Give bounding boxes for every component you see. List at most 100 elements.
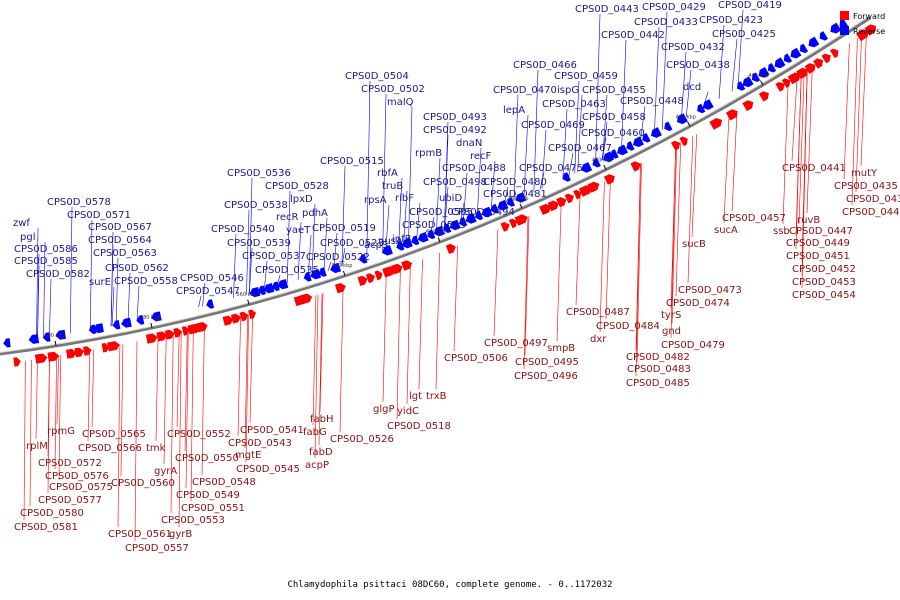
- gene-label[interactable]: recR: [276, 212, 299, 223]
- gene-label[interactable]: CPS0D_0585: [14, 256, 78, 267]
- gene-label[interactable]: CPS0D_0448: [620, 96, 684, 107]
- gene-label[interactable]: CPS0D_0432: [661, 42, 725, 53]
- gene-label[interactable]: CPS0D_0495: [515, 357, 579, 368]
- gene-label[interactable]: dcd: [683, 82, 701, 93]
- gene-label[interactable]: CPS0D_0541: [240, 425, 304, 436]
- gene-label[interactable]: CPS0D_0441: [782, 163, 846, 174]
- gene-label[interactable]: CPS0D_0518: [387, 421, 451, 432]
- gene-label[interactable]: yaeT: [286, 225, 311, 236]
- gene-label[interactable]: CPS0D_0419: [718, 0, 782, 11]
- gene-label[interactable]: CPS0D_0571: [67, 210, 131, 221]
- gene-label[interactable]: CPS0D_0435: [834, 181, 898, 192]
- gene-label[interactable]: CPS0D_0572: [38, 458, 102, 469]
- gene-label[interactable]: CPS0D_0440: [842, 207, 900, 218]
- gene-label[interactable]: CPS0D_0548: [192, 477, 256, 488]
- gene-label[interactable]: CPS0D_0460: [581, 128, 645, 139]
- gene-label[interactable]: rbfA: [377, 168, 398, 179]
- gene-label[interactable]: glgP: [373, 404, 395, 415]
- gene-label[interactable]: CPS0D_0451: [786, 251, 850, 262]
- gene-label[interactable]: CPS0D_0523: [320, 238, 384, 249]
- gene-label[interactable]: sucA: [714, 225, 738, 236]
- gene-label[interactable]: rplM: [26, 441, 48, 452]
- gene-label[interactable]: gyrA: [154, 466, 177, 477]
- gene-label[interactable]: CPS0D_0576: [45, 471, 109, 482]
- gene-label[interactable]: fabD: [309, 447, 333, 458]
- gene-label[interactable]: CPS0D_0469: [521, 120, 585, 131]
- gene-label[interactable]: dxr: [590, 334, 607, 345]
- gene-label[interactable]: rpmB: [415, 148, 442, 159]
- gene-label[interactable]: CPS0D_0463: [542, 99, 606, 110]
- gene-label[interactable]: CPS0D_0425: [712, 29, 776, 40]
- gene-label[interactable]: CPS0D_0505: [409, 207, 473, 218]
- gene-label[interactable]: CPS0D_0502: [361, 84, 425, 95]
- gene-label[interactable]: CPS0D_0567: [88, 222, 152, 233]
- gene-label[interactable]: CPS0D_0433: [634, 17, 698, 28]
- gene-label[interactable]: rpsA: [364, 195, 387, 206]
- gene-label[interactable]: CPS0D_0575: [49, 482, 113, 493]
- gene-label[interactable]: smpB: [547, 343, 575, 354]
- gene-label[interactable]: CPS0D_0496: [514, 371, 578, 382]
- gene-label[interactable]: CPS0D_0547: [176, 286, 240, 297]
- gene-label[interactable]: tmk: [146, 443, 166, 454]
- gene-label[interactable]: CPS0D_0488: [442, 163, 506, 174]
- gene-label[interactable]: CPS0D_0565: [82, 429, 146, 440]
- gene-label[interactable]: CPS0D_0459: [554, 71, 618, 82]
- gene-label[interactable]: trxB: [426, 391, 447, 402]
- gene-label[interactable]: CPS0D_0503: [402, 220, 466, 231]
- gene-label[interactable]: CPS0D_0442: [601, 30, 665, 41]
- gene-label[interactable]: lgt: [409, 391, 422, 402]
- gene-label[interactable]: CPS0D_0566: [78, 443, 142, 454]
- gene-label[interactable]: CPS0D_0537: [242, 251, 306, 262]
- gene-label[interactable]: CPS0D_0582: [26, 269, 90, 280]
- gene-label[interactable]: CPS0D_0545: [236, 464, 300, 475]
- gene-label[interactable]: ruvB: [797, 215, 820, 226]
- gene-label[interactable]: CPS0D_0457: [722, 213, 786, 224]
- gene-label[interactable]: CPS0D_0519: [312, 223, 376, 234]
- gene-label[interactable]: CPS0D_0578: [47, 197, 111, 208]
- gene-label[interactable]: CPS0D_0560: [111, 478, 175, 489]
- gene-label[interactable]: CPS0D_0487: [566, 307, 630, 318]
- gene-label[interactable]: CPS0D_0458: [582, 112, 646, 123]
- gene-label[interactable]: acpP: [305, 460, 329, 471]
- gene-label[interactable]: CPS0D_0536: [227, 168, 291, 179]
- gene-label[interactable]: ribF: [395, 193, 414, 204]
- gene-label[interactable]: CPS0D_0481: [483, 189, 547, 200]
- gene-label[interactable]: mutY: [851, 168, 878, 179]
- gene-label[interactable]: dnaN: [456, 138, 482, 149]
- gene-label[interactable]: CPS0D_0449: [786, 238, 850, 249]
- gene-label[interactable]: CPS0D_0438: [666, 60, 730, 71]
- gene-label[interactable]: CPS0D_0580: [20, 508, 84, 519]
- gene-label[interactable]: CPS0D_0494: [451, 207, 515, 218]
- gene-label[interactable]: lepA: [503, 105, 525, 116]
- gene-label[interactable]: CPS0D_0564: [88, 235, 152, 246]
- gene-label[interactable]: CPS0D_0454: [792, 290, 856, 301]
- gene-label[interactable]: CPS0D_0473: [678, 285, 742, 296]
- gene-label[interactable]: CPS0D_0470: [493, 85, 557, 96]
- gene-label[interactable]: truB: [382, 181, 403, 192]
- gene-label[interactable]: CPS0D_0504: [345, 71, 409, 82]
- gene-label[interactable]: CPS0D_0429: [642, 2, 706, 13]
- gene-label[interactable]: CPS0D_0540: [211, 224, 275, 235]
- gene-label[interactable]: CPS0D_0528: [265, 181, 329, 192]
- gene-label[interactable]: CPS0D_0466: [513, 60, 577, 71]
- gene-label[interactable]: CPS0D_0552: [167, 429, 231, 440]
- gene-label[interactable]: gnd: [662, 326, 681, 337]
- gene-label[interactable]: CPS0D_0452: [792, 264, 856, 275]
- gene-label[interactable]: surE: [89, 277, 111, 288]
- gene-label[interactable]: CPS0D_0543: [228, 438, 292, 449]
- gene-label[interactable]: CPS0D_0522: [306, 252, 370, 263]
- gene-label[interactable]: CPS0D_0479: [661, 340, 725, 351]
- gene-label[interactable]: CPS0D_0455: [582, 85, 646, 96]
- gene-label[interactable]: CPS0D_0443: [575, 4, 639, 15]
- gene-label[interactable]: CPS0D_0475: [519, 163, 583, 174]
- gene-label[interactable]: CPS0D_0423: [699, 15, 763, 26]
- gene-label[interactable]: tyrS: [661, 310, 681, 321]
- gene-label[interactable]: CPS0D_0492: [423, 125, 487, 136]
- gene-label[interactable]: pgl: [20, 232, 35, 243]
- gene-label[interactable]: acpS: [364, 240, 388, 251]
- gene-label[interactable]: CPS0D_0474: [666, 298, 730, 309]
- gene-label[interactable]: CPS0D_0539: [227, 238, 291, 249]
- gene-label[interactable]: CPS0D_0498: [423, 177, 487, 188]
- gene-label[interactable]: mgtE: [235, 450, 261, 461]
